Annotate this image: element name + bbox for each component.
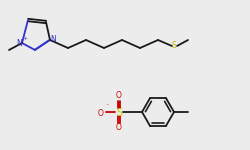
Text: O: O <box>98 108 104 117</box>
Text: S: S <box>116 108 122 118</box>
Text: ⁻: ⁻ <box>106 105 108 110</box>
Text: S: S <box>172 40 176 50</box>
Text: O: O <box>116 123 122 132</box>
Text: N: N <box>50 34 56 43</box>
Text: O: O <box>116 92 122 100</box>
Text: N: N <box>16 39 22 48</box>
Text: +: + <box>22 36 28 40</box>
